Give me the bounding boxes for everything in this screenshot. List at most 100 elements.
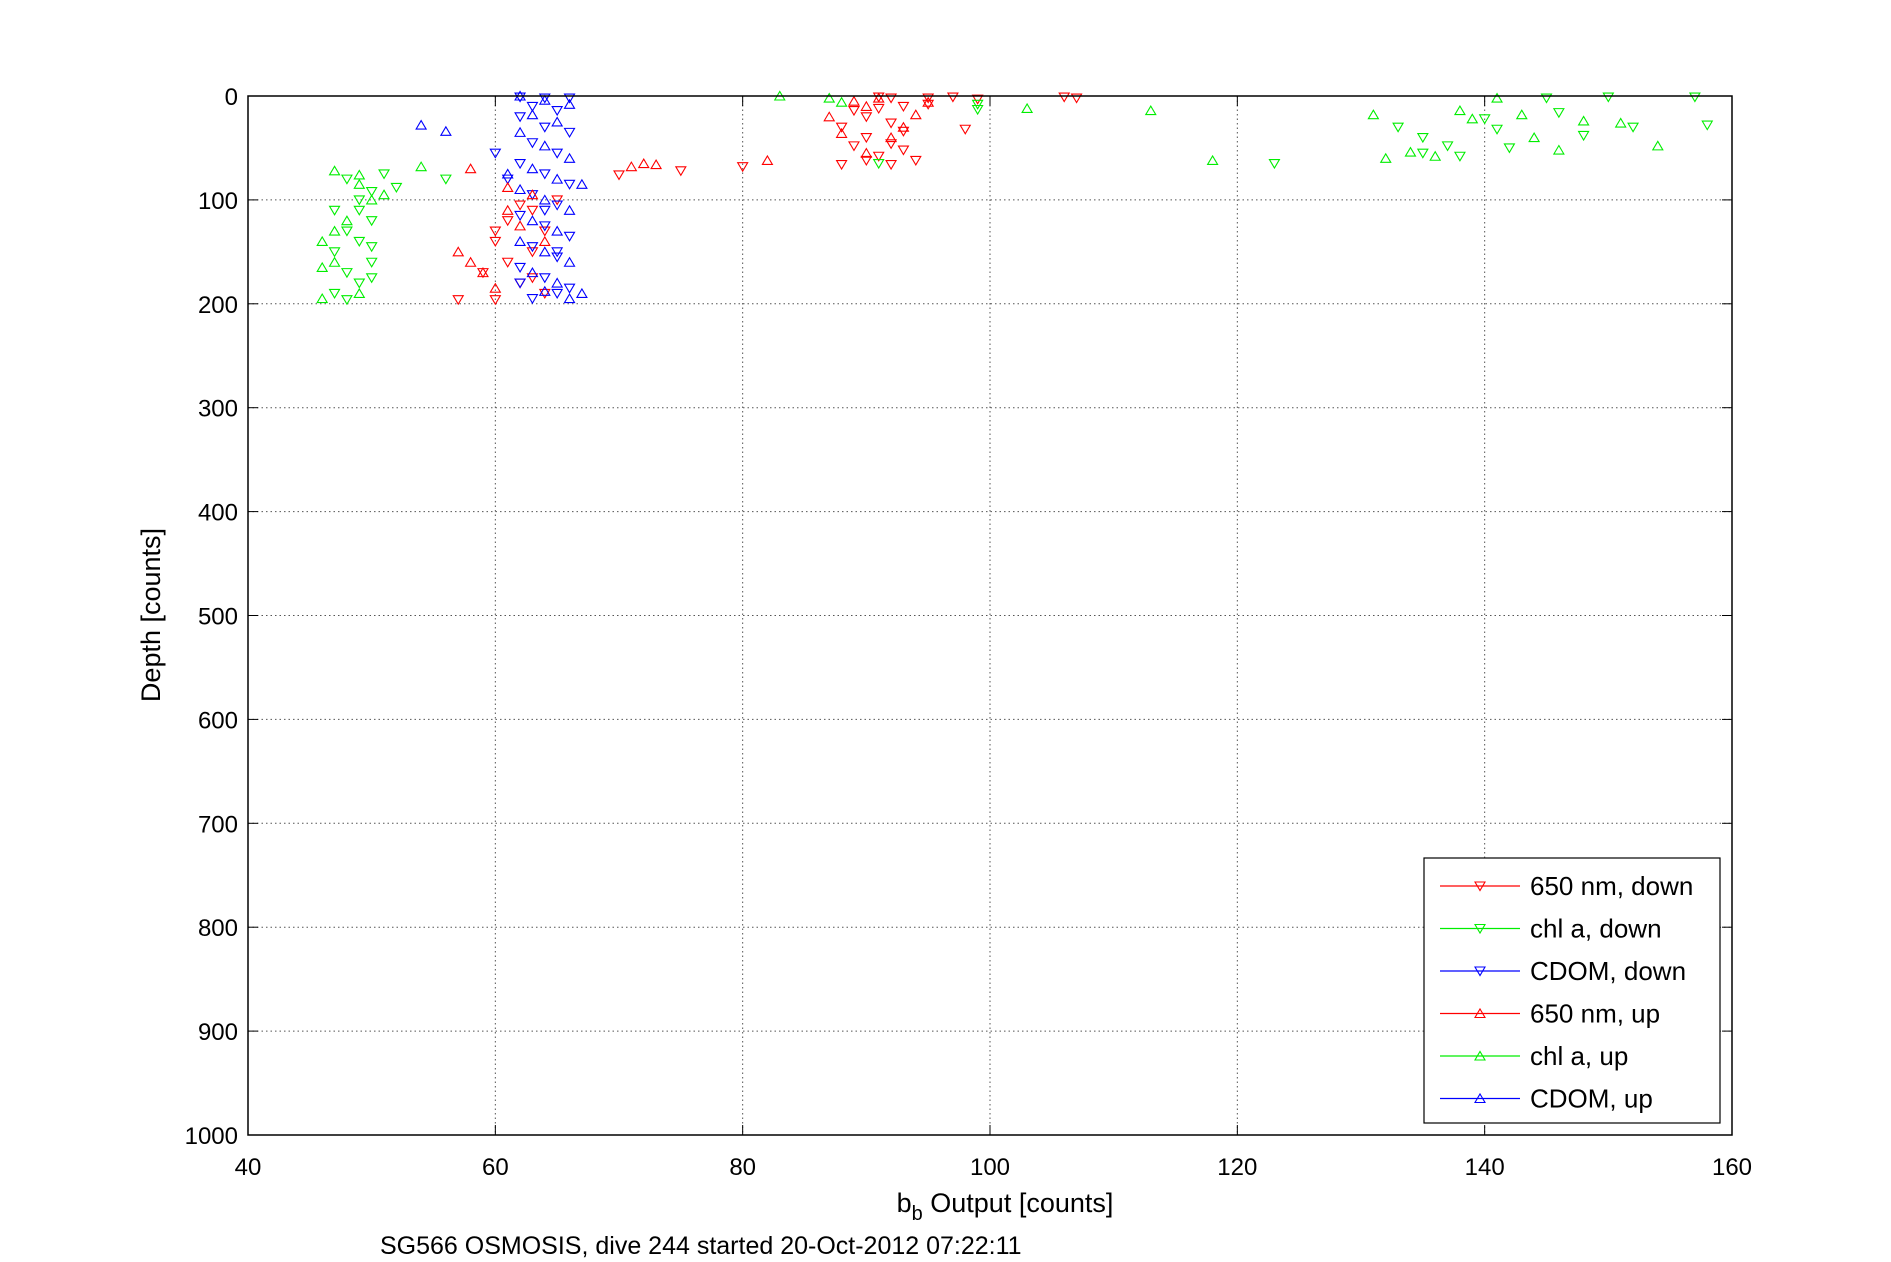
data-point bbox=[514, 126, 527, 137]
data-point bbox=[1453, 104, 1466, 116]
data-point bbox=[514, 220, 527, 231]
data-point bbox=[613, 170, 625, 181]
y-tick-label: 0 bbox=[225, 84, 238, 111]
data-point bbox=[1614, 117, 1627, 128]
data-point bbox=[538, 246, 551, 257]
data-point bbox=[526, 247, 539, 258]
data-point bbox=[551, 116, 564, 127]
data-point bbox=[353, 178, 366, 189]
data-point bbox=[538, 285, 551, 296]
data-point bbox=[514, 262, 527, 274]
x-tick-label: 140 bbox=[1465, 1154, 1505, 1181]
data-point bbox=[353, 278, 366, 289]
data-point bbox=[514, 210, 527, 222]
x-tick-label: 120 bbox=[1217, 1154, 1257, 1181]
data-point bbox=[514, 183, 527, 195]
data-point bbox=[365, 257, 378, 268]
data-point bbox=[551, 200, 564, 211]
data-point bbox=[1453, 151, 1466, 162]
legend-label: chl a, up bbox=[1530, 1041, 1628, 1071]
data-point bbox=[489, 236, 502, 248]
data-point bbox=[340, 215, 353, 226]
data-point bbox=[415, 161, 428, 172]
data-point bbox=[885, 160, 898, 171]
y-tick-label: 1000 bbox=[185, 1123, 238, 1150]
data-point bbox=[538, 93, 551, 104]
data-point bbox=[514, 200, 527, 211]
data-point bbox=[1651, 140, 1664, 151]
data-point bbox=[526, 138, 539, 149]
x-tick-label: 40 bbox=[235, 1154, 262, 1181]
data-point bbox=[1206, 154, 1219, 165]
data-point bbox=[1688, 92, 1701, 103]
y-tick-label: 900 bbox=[198, 1019, 238, 1046]
data-point bbox=[1552, 144, 1565, 155]
data-point bbox=[526, 101, 539, 112]
data-point bbox=[1627, 122, 1640, 133]
data-point bbox=[848, 141, 860, 152]
data-point bbox=[909, 109, 922, 120]
data-point bbox=[526, 242, 539, 253]
data-point bbox=[1466, 113, 1479, 124]
data-point bbox=[563, 231, 576, 242]
data-point bbox=[501, 216, 514, 227]
data-point bbox=[971, 99, 984, 110]
data-point bbox=[378, 189, 390, 200]
data-point bbox=[1058, 92, 1071, 103]
data-point bbox=[526, 273, 539, 284]
data-point bbox=[575, 287, 588, 298]
data-point bbox=[514, 158, 527, 170]
data-point bbox=[823, 111, 836, 122]
data-point bbox=[526, 163, 539, 174]
y-tick-label: 600 bbox=[198, 707, 238, 734]
data-point bbox=[563, 256, 576, 267]
data-point bbox=[316, 261, 329, 272]
data-point bbox=[328, 256, 341, 267]
legend-marker bbox=[1474, 881, 1486, 892]
data-point bbox=[922, 99, 935, 110]
data-point bbox=[1404, 146, 1417, 157]
x-tick-label: 160 bbox=[1712, 1154, 1752, 1181]
data-point bbox=[835, 127, 848, 138]
data-point bbox=[514, 278, 527, 289]
data-point bbox=[489, 282, 502, 293]
y-tick-label: 800 bbox=[198, 915, 238, 942]
y-tick-label: 400 bbox=[198, 500, 238, 527]
data-point bbox=[452, 295, 465, 306]
data-point bbox=[365, 242, 378, 253]
legend-label: chl a, down bbox=[1530, 914, 1662, 944]
data-point bbox=[1503, 143, 1516, 154]
data-point bbox=[439, 174, 452, 185]
data-point bbox=[378, 169, 390, 180]
data-point bbox=[971, 94, 984, 105]
data-point bbox=[501, 168, 514, 179]
data-point bbox=[1392, 122, 1405, 133]
y-tick-label: 500 bbox=[198, 604, 238, 631]
data-point bbox=[316, 293, 329, 304]
data-point bbox=[477, 267, 489, 278]
data-point bbox=[514, 92, 527, 103]
data-point bbox=[353, 195, 366, 206]
data-point bbox=[909, 155, 922, 167]
series-1 bbox=[328, 92, 1714, 306]
data-point bbox=[1416, 133, 1429, 144]
data-point bbox=[538, 288, 551, 299]
data-point bbox=[551, 277, 564, 288]
data-point bbox=[1515, 109, 1528, 120]
data-point bbox=[1070, 93, 1083, 104]
data-point bbox=[439, 125, 452, 136]
data-point bbox=[860, 100, 873, 111]
legend: 650 nm, down chl a, down CDOM, down 650 nm,… bbox=[1423, 857, 1721, 1124]
data-point bbox=[563, 179, 576, 190]
series-markers bbox=[316, 90, 1714, 306]
data-point bbox=[563, 293, 576, 304]
data-point bbox=[551, 225, 564, 236]
data-point bbox=[1491, 124, 1503, 135]
data-point bbox=[365, 187, 378, 198]
data-point bbox=[872, 92, 885, 103]
data-point bbox=[835, 96, 848, 107]
data-point bbox=[551, 148, 564, 159]
series-5 bbox=[415, 90, 588, 304]
data-point bbox=[328, 225, 341, 236]
data-point bbox=[415, 119, 428, 130]
